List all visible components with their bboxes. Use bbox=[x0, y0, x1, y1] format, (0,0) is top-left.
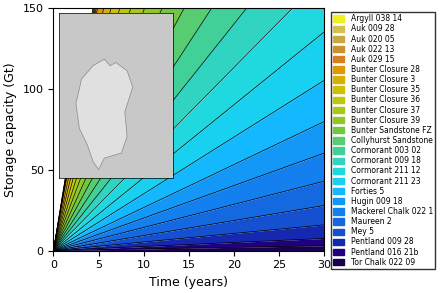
X-axis label: Time (years): Time (years) bbox=[149, 276, 228, 289]
Legend: Argyll 038 14, Auk 009 28, Auk 020 05, Auk 022 13, Auk 029 15, Bunter Closure 28: Argyll 038 14, Auk 009 28, Auk 020 05, A… bbox=[331, 12, 435, 269]
Y-axis label: Storage capacity (Gt): Storage capacity (Gt) bbox=[4, 62, 17, 197]
